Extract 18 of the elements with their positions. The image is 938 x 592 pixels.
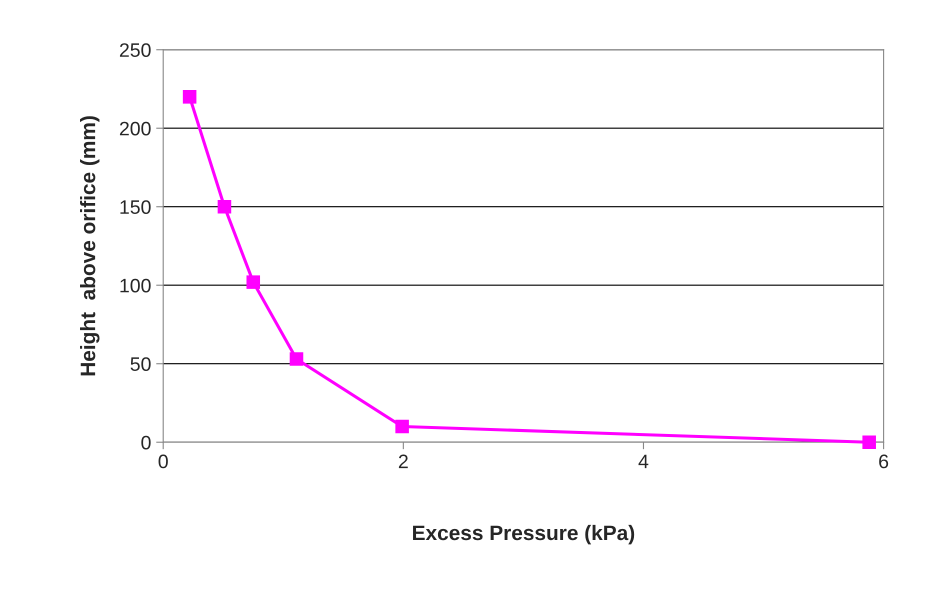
point <box>218 200 232 214</box>
y-tick-label: 0 <box>141 436 151 450</box>
x-tick-label: 2 <box>398 454 408 468</box>
point <box>290 352 304 366</box>
point <box>395 420 409 434</box>
y-tick-label: 150 <box>120 200 151 214</box>
point <box>246 275 260 289</box>
x-tick-label: 4 <box>638 454 648 468</box>
x-tick-label: 0 <box>158 454 168 468</box>
point <box>862 435 876 449</box>
y-axis-title: Height above orifice (mm) <box>80 116 100 376</box>
y-tick-label: 50 <box>130 357 151 371</box>
x-tick-label: 6 <box>879 454 888 468</box>
x-axis-title: Excess Pressure (kPa) <box>413 524 634 544</box>
y-tick-label: 100 <box>120 278 151 292</box>
point <box>182 90 196 104</box>
y-tick-label: 200 <box>120 122 151 136</box>
y-tick-label: 250 <box>120 43 151 57</box>
